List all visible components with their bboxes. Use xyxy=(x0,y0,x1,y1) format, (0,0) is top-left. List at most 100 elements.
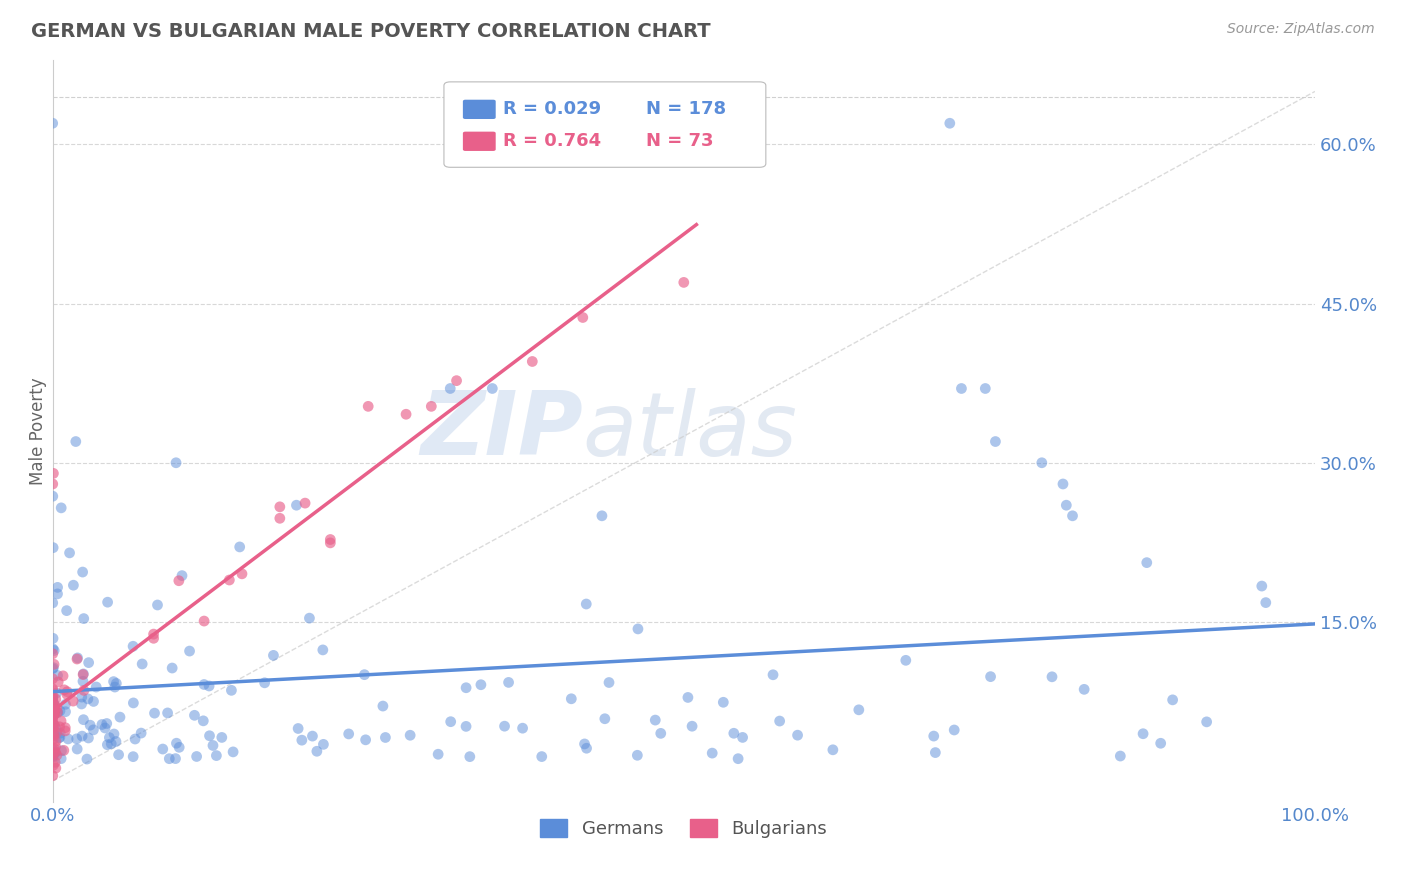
Point xyxy=(45,700,67,714)
Point xyxy=(711,695,734,709)
Point xyxy=(129,726,152,740)
Point xyxy=(287,722,309,736)
Point xyxy=(41,691,63,706)
Point xyxy=(97,595,120,609)
Point xyxy=(228,540,250,554)
Point xyxy=(42,689,65,703)
Point xyxy=(456,681,478,695)
Point xyxy=(1062,508,1084,523)
Point xyxy=(42,632,65,646)
Point xyxy=(152,742,174,756)
Point xyxy=(44,643,66,657)
Point xyxy=(122,749,145,764)
FancyBboxPatch shape xyxy=(444,82,766,168)
Point xyxy=(41,749,63,764)
Point xyxy=(42,758,65,772)
Point xyxy=(42,681,65,696)
Point xyxy=(142,627,165,641)
Point xyxy=(49,714,72,728)
Point xyxy=(77,656,100,670)
Point xyxy=(1132,727,1154,741)
Point xyxy=(77,692,100,706)
Point xyxy=(337,727,360,741)
Point xyxy=(73,611,96,625)
Point xyxy=(167,740,190,755)
Point xyxy=(41,712,63,726)
Point xyxy=(193,677,215,691)
Point xyxy=(55,698,77,712)
Point xyxy=(41,672,63,686)
Point xyxy=(72,674,94,689)
Point xyxy=(65,434,87,449)
Point xyxy=(42,732,65,747)
Point xyxy=(183,708,205,723)
Point xyxy=(42,596,65,610)
Point xyxy=(650,726,672,740)
Point xyxy=(45,748,67,763)
Point xyxy=(42,750,65,764)
Point xyxy=(41,716,63,731)
Point xyxy=(42,661,65,675)
Point xyxy=(77,731,100,745)
Point xyxy=(105,676,128,690)
Point xyxy=(1136,556,1159,570)
Point xyxy=(108,710,131,724)
Point xyxy=(644,713,666,727)
Text: Source: ZipAtlas.com: Source: ZipAtlas.com xyxy=(1227,22,1375,37)
Point xyxy=(51,744,73,758)
Point xyxy=(762,667,785,681)
Point xyxy=(319,533,342,547)
Point xyxy=(454,719,477,733)
Point xyxy=(598,675,620,690)
Point xyxy=(305,744,328,758)
Y-axis label: Male Poverty: Male Poverty xyxy=(30,377,46,484)
Text: ZIP: ZIP xyxy=(420,387,583,475)
Point xyxy=(498,675,520,690)
Point xyxy=(512,721,534,735)
Point xyxy=(166,736,188,750)
Text: R = 0.029: R = 0.029 xyxy=(503,101,602,119)
Point xyxy=(42,769,65,783)
Point xyxy=(52,669,75,683)
Point xyxy=(49,726,72,740)
Point xyxy=(70,729,93,743)
Point xyxy=(575,597,598,611)
Point xyxy=(44,756,66,770)
Point xyxy=(301,729,323,743)
Point xyxy=(1109,749,1132,764)
Point xyxy=(56,731,79,746)
Point xyxy=(262,648,284,663)
Point xyxy=(72,565,94,579)
Point xyxy=(727,752,749,766)
Point xyxy=(143,706,166,720)
Point xyxy=(198,729,221,743)
Point xyxy=(312,643,335,657)
Point xyxy=(44,718,66,732)
Point xyxy=(42,467,65,481)
Point xyxy=(55,604,77,618)
Point xyxy=(44,706,66,721)
Point xyxy=(45,734,67,748)
Point xyxy=(49,731,72,745)
Point xyxy=(218,573,240,587)
Point xyxy=(1161,693,1184,707)
Point xyxy=(165,456,187,470)
Point xyxy=(46,706,69,720)
Point xyxy=(170,568,193,582)
Point xyxy=(574,737,596,751)
Point xyxy=(222,745,245,759)
Point xyxy=(42,748,65,763)
Point xyxy=(848,703,870,717)
Point xyxy=(1254,596,1277,610)
Point xyxy=(41,662,63,676)
Point xyxy=(974,382,997,396)
Point xyxy=(45,686,67,700)
Point xyxy=(399,728,422,742)
Point xyxy=(357,400,380,414)
Point xyxy=(41,116,63,130)
Point xyxy=(626,748,648,763)
Text: N = 178: N = 178 xyxy=(645,101,725,119)
Point xyxy=(167,574,190,588)
Point xyxy=(56,688,79,702)
Point xyxy=(211,731,233,745)
